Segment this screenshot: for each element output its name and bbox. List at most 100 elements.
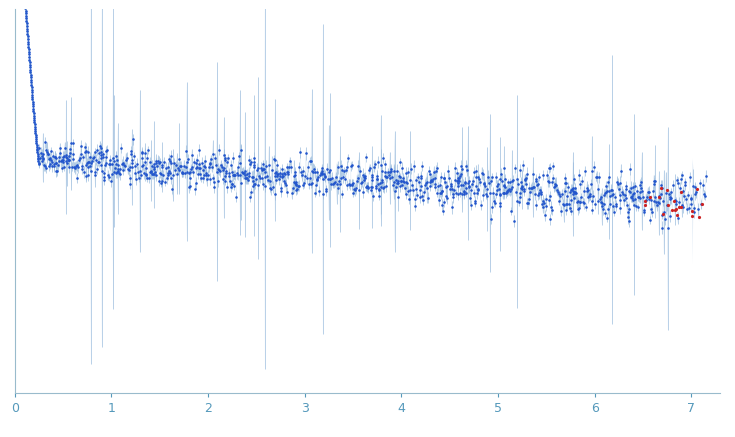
- Point: [26, 84, 37, 91]
- Point: [353, 162, 365, 169]
- Point: [430, 168, 442, 175]
- Point: [79, 162, 91, 169]
- Point: [74, 155, 86, 162]
- Point: [347, 190, 359, 197]
- Point: [651, 202, 663, 209]
- Point: [545, 216, 556, 223]
- Point: [273, 175, 285, 182]
- Point: [527, 184, 539, 191]
- Point: [585, 180, 597, 187]
- Point: [477, 171, 489, 178]
- Point: [503, 179, 514, 186]
- Point: [453, 177, 465, 184]
- Point: [32, 154, 44, 161]
- Point: [504, 179, 516, 186]
- Point: [173, 155, 185, 162]
- Point: [559, 175, 571, 182]
- Point: [411, 191, 423, 198]
- Point: [492, 181, 503, 188]
- Point: [499, 176, 511, 183]
- Point: [497, 190, 509, 197]
- Point: [58, 163, 70, 170]
- Point: [28, 110, 40, 117]
- Point: [298, 179, 310, 186]
- Point: [228, 182, 240, 189]
- Point: [113, 169, 125, 176]
- Point: [130, 175, 142, 182]
- Point: [494, 176, 506, 183]
- Point: [686, 208, 698, 215]
- Point: [609, 208, 620, 215]
- Point: [459, 189, 470, 196]
- Point: [304, 157, 316, 164]
- Point: [30, 137, 42, 144]
- Point: [290, 186, 302, 193]
- Point: [135, 171, 147, 178]
- Point: [622, 208, 634, 215]
- Point: [29, 117, 40, 124]
- Point: [106, 177, 118, 184]
- Point: [162, 170, 173, 177]
- Point: [627, 183, 639, 190]
- Point: [72, 164, 84, 171]
- Point: [100, 154, 112, 161]
- Point: [359, 176, 370, 183]
- Point: [168, 172, 179, 179]
- Point: [535, 188, 547, 195]
- Point: [568, 195, 580, 202]
- Point: [183, 184, 195, 191]
- Point: [126, 150, 137, 157]
- Point: [674, 184, 686, 191]
- Point: [53, 158, 65, 165]
- Point: [24, 69, 36, 76]
- Point: [667, 182, 679, 189]
- Point: [371, 175, 383, 182]
- Point: [171, 170, 183, 177]
- Point: [559, 207, 571, 214]
- Point: [162, 168, 174, 175]
- Point: [69, 164, 81, 171]
- Point: [21, 28, 33, 35]
- Point: [434, 189, 446, 196]
- Point: [450, 189, 462, 196]
- Point: [531, 182, 543, 189]
- Point: [321, 165, 333, 172]
- Point: [30, 133, 42, 140]
- Point: [686, 212, 698, 219]
- Point: [241, 170, 253, 177]
- Point: [517, 162, 528, 169]
- Point: [600, 188, 612, 195]
- Point: [446, 186, 458, 193]
- Point: [365, 186, 377, 193]
- Point: [562, 192, 573, 199]
- Point: [435, 189, 447, 196]
- Point: [650, 198, 662, 205]
- Point: [148, 170, 159, 177]
- Point: [165, 174, 176, 181]
- Point: [232, 170, 243, 177]
- Point: [114, 165, 126, 172]
- Point: [176, 169, 187, 176]
- Point: [547, 163, 559, 170]
- Point: [218, 164, 230, 171]
- Point: [494, 199, 506, 206]
- Point: [520, 175, 531, 182]
- Point: [427, 176, 439, 183]
- Point: [341, 163, 353, 170]
- Point: [56, 156, 68, 163]
- Point: [308, 165, 320, 172]
- Point: [528, 183, 540, 190]
- Point: [567, 188, 579, 195]
- Point: [65, 149, 76, 156]
- Point: [92, 146, 104, 153]
- Point: [656, 224, 668, 231]
- Point: [577, 198, 589, 205]
- Point: [346, 182, 358, 189]
- Point: [33, 144, 45, 151]
- Point: [498, 182, 510, 189]
- Point: [151, 159, 162, 166]
- Point: [628, 201, 640, 208]
- Point: [71, 162, 83, 169]
- Point: [614, 179, 625, 186]
- Point: [143, 175, 154, 182]
